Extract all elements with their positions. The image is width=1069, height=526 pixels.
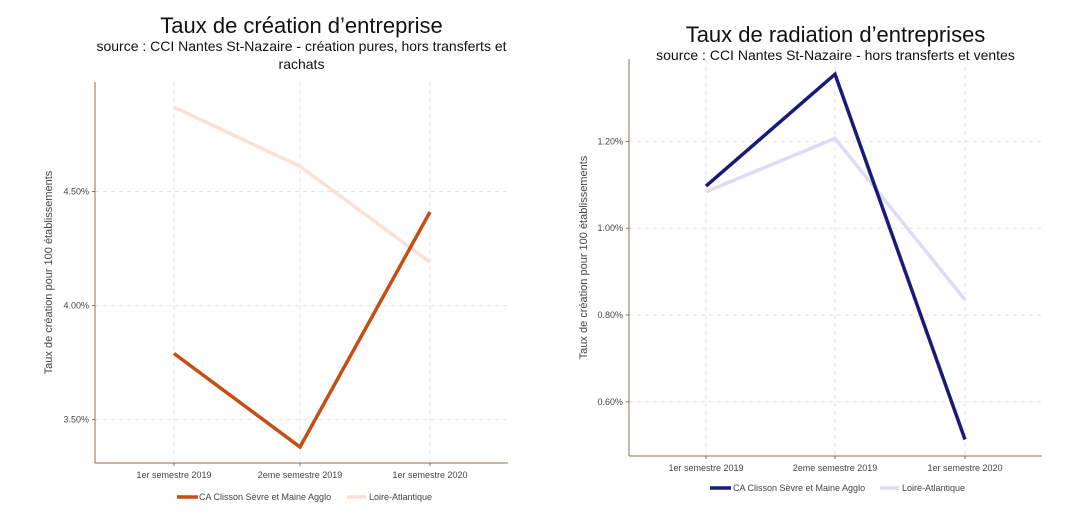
x-tick-label: 1er semestre 2019 [136, 470, 211, 480]
legend-label-1: CA Clisson Sèvre et Maine Agglo [199, 492, 331, 502]
legend-label-2: Loire-Atlantique [902, 483, 965, 493]
chart-subtitle: rachats [279, 56, 325, 72]
y-tick-label: 4.50% [63, 187, 89, 197]
series-line-1 [704, 71, 967, 441]
legend-label-2: Loire-Atlantique [369, 492, 432, 502]
y-axis-label: Taux de création pour 100 établissements [578, 155, 590, 359]
y-tick-label: 1.20% [597, 136, 623, 146]
y-tick-label: 0.60% [597, 397, 623, 407]
x-tick-label: 1er semestre 2019 [668, 463, 743, 473]
series-line-1 [172, 211, 432, 450]
series-line-2 [173, 105, 432, 264]
x-tick-label: 2eme semestre 2019 [258, 470, 343, 480]
chart-title: Taux de radiation d’entreprises [686, 22, 986, 47]
x-tick-label: 2eme semestre 2019 [793, 463, 878, 473]
y-tick-label: 3.50% [63, 415, 89, 425]
x-tick-label: 1er semestre 2020 [392, 470, 467, 480]
chart-title: Taux de création d’entreprise [160, 13, 443, 38]
y-tick-label: 1.00% [597, 223, 623, 233]
x-tick-label: 1er semestre 2020 [927, 463, 1002, 473]
chart-subtitle: source : CCI Nantes St-Nazaire - hors tr… [656, 47, 1015, 63]
legend-label-1: CA Clisson Sèvre et Maine Agglo [733, 483, 865, 493]
y-tick-label: 0.80% [597, 310, 623, 320]
y-axis-label: Taux de création pour 100 établissements [43, 170, 55, 374]
y-tick-label: 4.00% [63, 301, 89, 311]
chart-subtitle: source : CCI Nantes St-Nazaire - créatio… [96, 38, 506, 54]
series-line-2 [705, 136, 967, 301]
